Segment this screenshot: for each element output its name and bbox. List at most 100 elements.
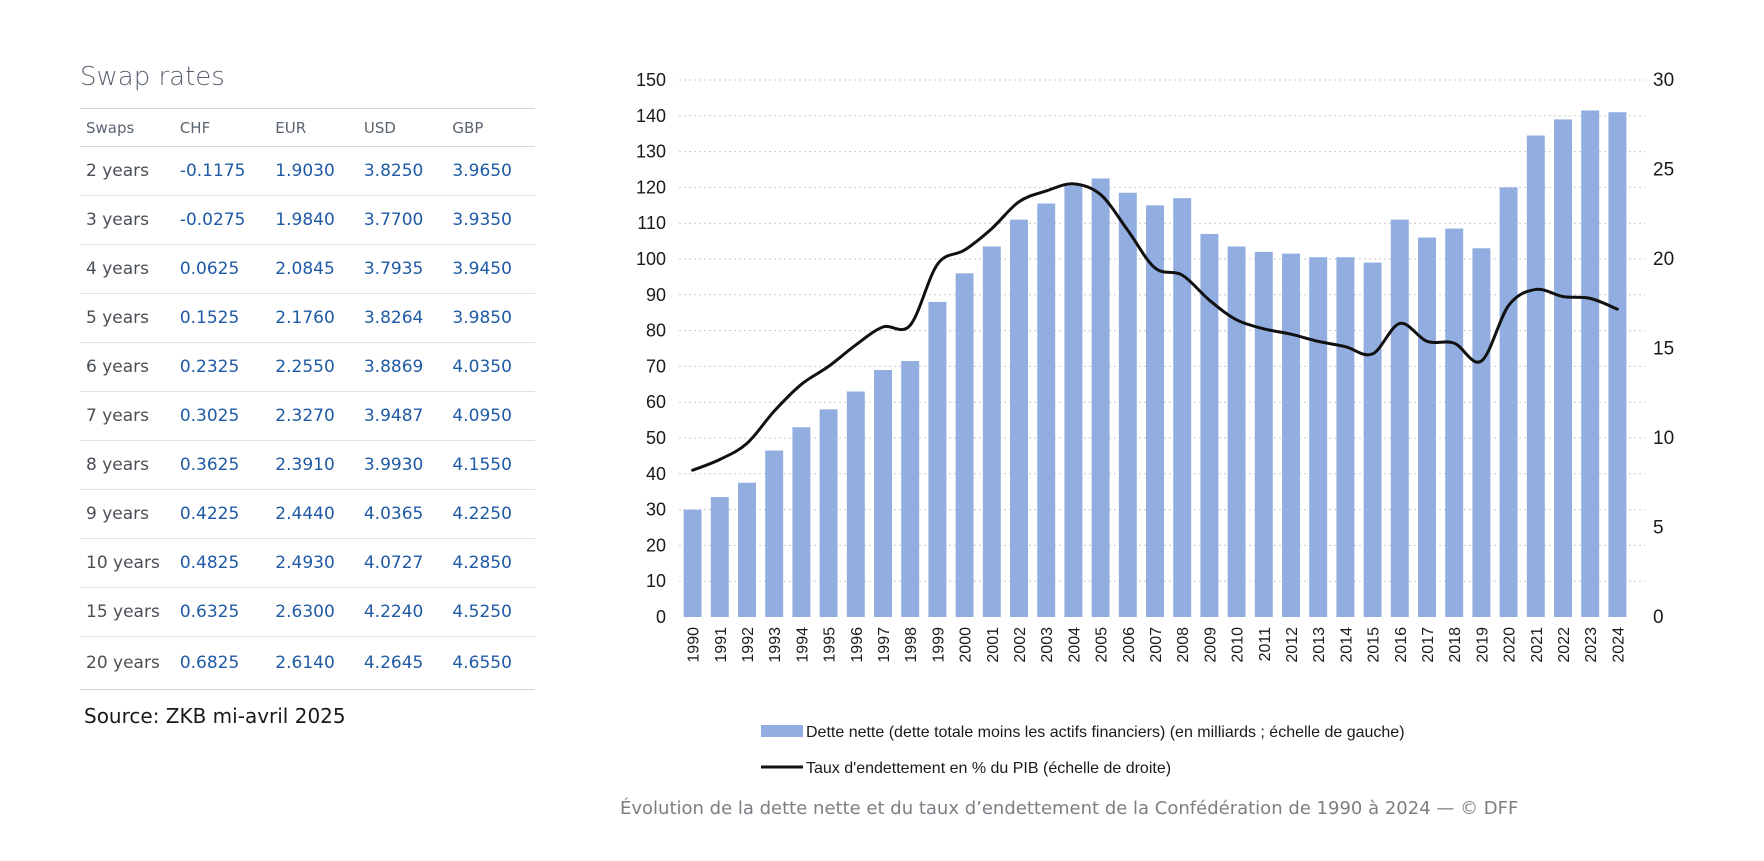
x-tick-label: 2017 — [1420, 627, 1437, 663]
legend-line-label: Taux d'endettement en % du PIB (échelle … — [806, 760, 1171, 777]
bar — [1254, 251, 1273, 617]
swap-rates-panel: Swap rates Swaps CHF EUR USD GBP 2 years -0.1… — [80, 62, 535, 728]
table-row: 15 years 0.6325 2.6300 4.2240 4.5250 — [80, 587, 535, 637]
swap-rates-table: Swaps CHF EUR USD GBP 2 years -0.1175 1.9030 3.… — [80, 108, 535, 690]
bar — [1282, 253, 1300, 617]
x-tick-label: 2007 — [1148, 627, 1165, 663]
rate-cell: 3.9650 — [446, 146, 535, 196]
rate-cell: 0.2325 — [173, 342, 270, 392]
bar — [1200, 233, 1219, 617]
x-tick-label: 1992 — [740, 627, 757, 663]
rate-cell: 4.5250 — [446, 587, 535, 637]
legend-bar-swatch — [761, 725, 803, 737]
table-row: 10 years 0.4825 2.4930 4.0727 4.2850 — [80, 538, 535, 588]
bar — [901, 361, 920, 617]
x-tick-label: 1994 — [794, 627, 811, 663]
chart-bars — [683, 110, 1627, 618]
chart-legend: Dette nette (dette totale moins les acti… — [761, 724, 1405, 777]
table-row: 2 years -0.1175 1.9030 3.8250 3.9650 — [80, 146, 535, 196]
x-tick-label: 2021 — [1529, 627, 1546, 663]
column-header: USD — [363, 118, 396, 137]
column-header: EUR — [275, 118, 307, 137]
table-row: 20 years 0.6825 2.6140 4.2645 4.6550 — [80, 636, 535, 690]
rate-cell: 1.9030 — [269, 146, 358, 196]
x-tick-label: 2001 — [985, 627, 1002, 663]
rate-cell: 2.3910 — [269, 440, 358, 490]
rate-cell: 2.6140 — [269, 636, 358, 690]
x-tick-label: 2014 — [1338, 627, 1355, 663]
tenor-cell: 3 years — [80, 195, 174, 245]
x-axis: 1990 1991 1992 1993 1994 1995 1996 1997 1998 1999… — [686, 627, 1628, 663]
bar — [1418, 237, 1436, 617]
table-row: 4 years 0.0625 2.0845 3.7935 3.9450 — [80, 244, 535, 294]
swap-rates-header: Swaps CHF EUR USD GBP — [80, 108, 535, 147]
x-tick-label: 1996 — [849, 627, 866, 663]
rate-cell: 4.6550 — [446, 636, 535, 690]
tenor-cell: 5 years — [80, 293, 174, 343]
x-tick-label: 2004 — [1066, 627, 1083, 663]
rate-cell: 2.6300 — [269, 587, 358, 637]
bar — [710, 497, 729, 617]
bar — [846, 391, 865, 617]
x-tick-label: 2002 — [1012, 627, 1029, 663]
tenor-cell: 10 years — [80, 538, 174, 588]
bar — [1581, 110, 1600, 618]
bar — [955, 273, 974, 617]
rate-cell: 0.3025 — [173, 391, 270, 441]
table-row: 6 years 0.2325 2.2550 3.8869 4.0350 — [80, 342, 535, 392]
swap-rates-source: Source: ZKB mi-avril 2025 — [84, 704, 346, 728]
rate-cell: 2.4440 — [269, 489, 358, 539]
left-tick-label: 20 — [646, 535, 666, 555]
left-tick-label: 80 — [646, 321, 666, 341]
rate-cell: 2.1760 — [269, 293, 358, 343]
rate-cell: 3.8250 — [357, 146, 447, 196]
bar — [1064, 185, 1083, 618]
rate-cell: 2.4930 — [269, 538, 358, 588]
table-row: 5 years 0.1525 2.1760 3.8264 3.9850 — [80, 293, 535, 343]
tenor-cell: 9 years — [80, 489, 174, 539]
x-tick-label: 2005 — [1094, 627, 1111, 663]
swap-rates-header-row: Swaps CHF EUR USD GBP — [80, 108, 535, 147]
bar — [928, 301, 947, 617]
rate-cell: 3.7935 — [357, 244, 447, 294]
x-tick-label: 2019 — [1474, 627, 1491, 663]
left-tick-label: 40 — [646, 464, 666, 484]
bar — [1227, 246, 1246, 617]
tenor-cell: 6 years — [80, 342, 174, 392]
bar — [874, 369, 892, 617]
column-header: Swaps — [86, 118, 135, 137]
bar — [1091, 178, 1110, 617]
rate-cell: 0.4825 — [173, 538, 270, 588]
x-tick-label: 2013 — [1311, 627, 1328, 663]
x-tick-label: 1995 — [822, 627, 839, 663]
rate-cell: 4.0727 — [357, 538, 447, 588]
rate-cell: 4.1550 — [446, 440, 535, 490]
x-tick-label: 2022 — [1556, 627, 1573, 663]
bar — [1336, 257, 1355, 617]
bar — [1526, 135, 1545, 618]
right-tick-label: 20 — [1653, 249, 1674, 270]
bar — [1608, 112, 1627, 617]
left-tick-label: 130 — [636, 142, 666, 162]
bar — [1037, 203, 1056, 617]
chart-line — [691, 182, 1619, 472]
x-tick-label: 2010 — [1230, 627, 1247, 663]
swap-rates-title: Swap rates — [80, 62, 225, 92]
tenor-cell: 15 years — [80, 587, 174, 637]
tenor-cell: 7 years — [80, 391, 174, 441]
swap-rates-body: 2 years -0.1175 1.9030 3.8250 3.9650 3 years -… — [80, 146, 535, 690]
rate-cell: 0.1525 — [173, 293, 270, 343]
table-row: 9 years 0.4225 2.4440 4.0365 4.2250 — [80, 489, 535, 539]
rate-cell: 1.9840 — [269, 195, 358, 245]
rate-cell: 3.9850 — [446, 293, 535, 343]
tenor-cell: 4 years — [80, 244, 174, 294]
rate-cell: 0.3625 — [173, 440, 270, 490]
bar — [1445, 228, 1464, 617]
x-tick-label: 1998 — [903, 627, 920, 663]
bar — [1146, 205, 1164, 618]
rate-cell: 4.2850 — [446, 538, 535, 588]
bar — [1309, 257, 1328, 617]
bar — [1173, 198, 1192, 617]
tenor-cell: 2 years — [80, 146, 174, 196]
rate-cell: 3.9487 — [357, 391, 447, 441]
